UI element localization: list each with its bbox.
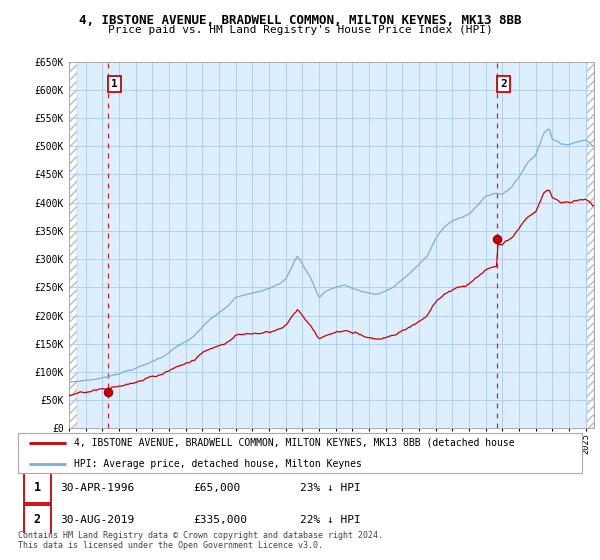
FancyBboxPatch shape [18,433,582,473]
Text: HPI: Average price, detached house, Milton Keynes: HPI: Average price, detached house, Milt… [74,459,362,469]
FancyBboxPatch shape [23,473,51,502]
Text: 2: 2 [500,79,507,89]
Text: 22% ↓ HPI: 22% ↓ HPI [300,515,361,525]
FancyBboxPatch shape [23,505,51,534]
Text: 23% ↓ HPI: 23% ↓ HPI [300,483,361,493]
Text: 1: 1 [34,482,41,494]
Text: 1: 1 [111,79,118,89]
Text: 2: 2 [34,513,41,526]
Text: 30-AUG-2019: 30-AUG-2019 [60,515,134,525]
Text: This data is licensed under the Open Government Licence v3.0.: This data is licensed under the Open Gov… [18,541,323,550]
Text: 4, IBSTONE AVENUE, BRADWELL COMMON, MILTON KEYNES, MK13 8BB (detached house: 4, IBSTONE AVENUE, BRADWELL COMMON, MILT… [74,438,515,448]
Text: 30-APR-1996: 30-APR-1996 [60,483,134,493]
Text: £335,000: £335,000 [193,515,247,525]
Text: Contains HM Land Registry data © Crown copyright and database right 2024.: Contains HM Land Registry data © Crown c… [18,531,383,540]
Text: 4, IBSTONE AVENUE, BRADWELL COMMON, MILTON KEYNES, MK13 8BB: 4, IBSTONE AVENUE, BRADWELL COMMON, MILT… [79,14,521,27]
Text: Price paid vs. HM Land Registry's House Price Index (HPI): Price paid vs. HM Land Registry's House … [107,25,493,35]
Text: £65,000: £65,000 [193,483,240,493]
